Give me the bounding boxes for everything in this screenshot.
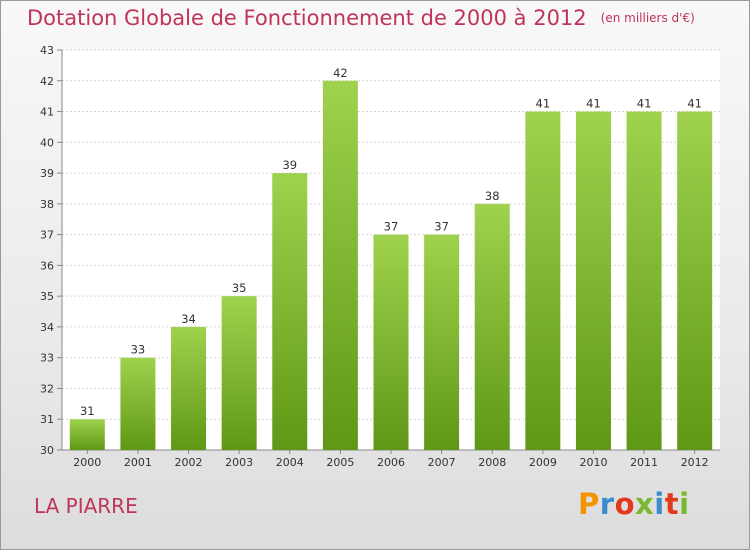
y-tick-label: 30 (40, 444, 54, 457)
data-label: 41 (637, 97, 652, 111)
y-tick-label: 33 (40, 352, 54, 365)
bar (575, 111, 611, 451)
bar (272, 173, 308, 451)
bar (322, 80, 358, 451)
bar (373, 234, 409, 450)
y-tick-label: 32 (40, 382, 54, 395)
x-tick-label: 2012 (681, 456, 709, 469)
y-tick-label: 43 (40, 44, 54, 57)
logo-letter: P (578, 487, 600, 521)
logo-letter: o (614, 487, 636, 521)
y-tick-label: 34 (40, 321, 54, 334)
data-label: 41 (536, 97, 551, 111)
data-label: 35 (232, 281, 247, 295)
logo-letter: t (664, 487, 680, 521)
x-tick-label: 2009 (529, 456, 557, 469)
bar (626, 111, 662, 451)
x-tick-label: 2005 (326, 456, 354, 469)
x-tick-label: 2008 (478, 456, 506, 469)
logo-letter: r (599, 487, 615, 521)
x-tick-label: 2007 (428, 456, 456, 469)
y-tick-label: 42 (40, 75, 54, 88)
y-tick-label: 35 (40, 290, 54, 303)
data-label: 38 (485, 189, 500, 203)
data-label: 39 (282, 158, 297, 172)
data-label: 37 (434, 220, 449, 234)
x-tick-label: 2004 (276, 456, 304, 469)
y-tick-label: 36 (40, 259, 54, 272)
bar (120, 357, 156, 450)
bar (69, 419, 105, 450)
data-label: 31 (80, 404, 95, 418)
y-tick-label: 41 (40, 106, 54, 119)
labels: 31 33 34 35 39 42 37 37 38 41 41 41 41 (80, 66, 702, 418)
bars (69, 80, 713, 451)
x-tick-label: 2003 (225, 456, 253, 469)
x-tick-label: 2000 (73, 456, 101, 469)
y-tick-label: 37 (40, 229, 54, 242)
logo-letter: i (679, 487, 690, 521)
bar (677, 111, 713, 451)
data-label: 37 (384, 220, 399, 234)
logo-letter: x (635, 487, 655, 521)
bar (221, 296, 257, 450)
x-tick-label: 2001 (124, 456, 152, 469)
y-tick-label: 40 (40, 136, 54, 149)
proxiti-logo: Proxiti (578, 487, 690, 521)
x-tick-label: 2010 (579, 456, 607, 469)
bar (474, 203, 510, 450)
title-text: Dotation Globale de Fonctionnement de 20… (27, 6, 587, 30)
place-name: LA PIARRE (34, 494, 138, 518)
x-tick-label: 2006 (377, 456, 405, 469)
y-tick-label: 38 (40, 198, 54, 211)
y-tick-label: 31 (40, 413, 54, 426)
bar (171, 326, 207, 450)
data-label: 34 (181, 312, 196, 326)
logo-letter: i (654, 487, 665, 521)
y-tick-label: 39 (40, 167, 54, 180)
data-label: 41 (586, 97, 601, 111)
bar (525, 111, 561, 451)
x-tick-label: 2011 (630, 456, 658, 469)
unit-note: (en milliers d'€) (600, 11, 695, 25)
chart-title: Dotation Globale de Fonctionnement de 20… (27, 6, 695, 30)
data-label: 41 (687, 97, 702, 111)
data-label: 42 (333, 66, 348, 80)
bar (424, 234, 460, 450)
x-tick-label: 2002 (175, 456, 203, 469)
data-label: 33 (131, 343, 146, 357)
